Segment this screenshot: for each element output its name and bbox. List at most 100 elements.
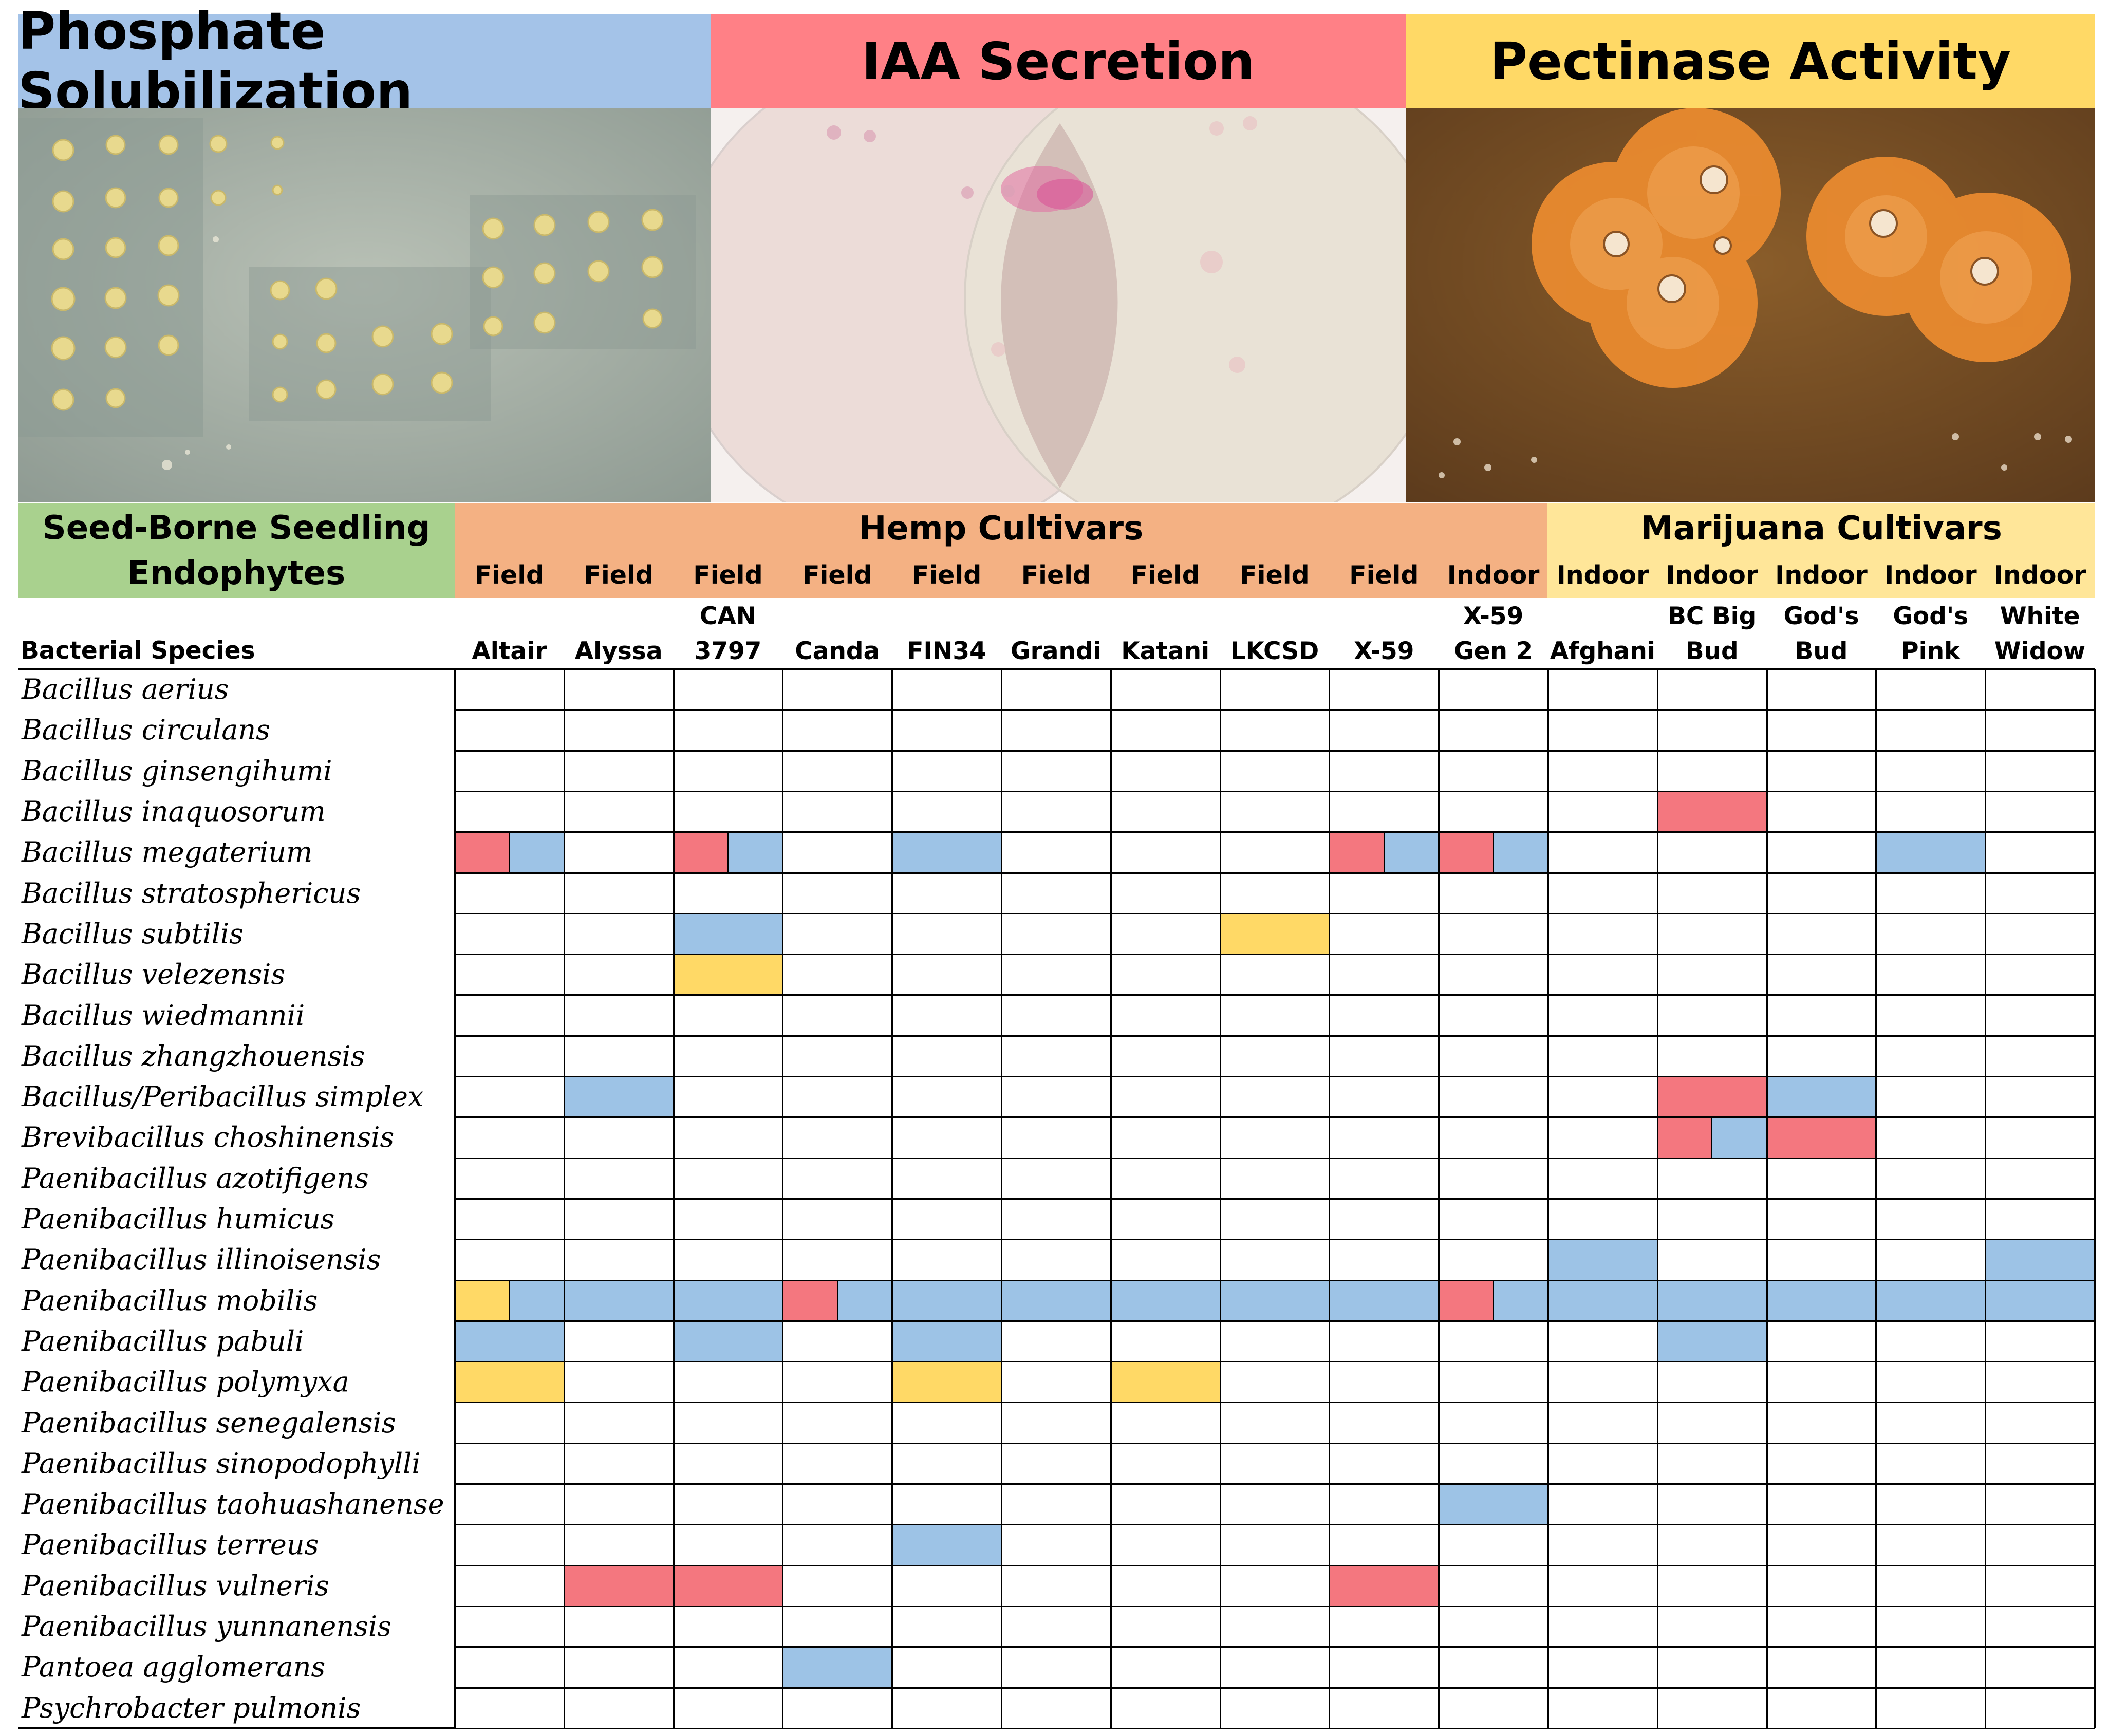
grid-horizontal-line (455, 790, 2095, 792)
species-label: Paenibacillus terreus (22, 1528, 319, 1561)
species-label: Bacillus circulans (22, 714, 270, 746)
iaa-plate-image (711, 108, 1406, 502)
activity-cell-pectinase (1220, 913, 1330, 955)
phosphate-plate-photo (18, 108, 711, 502)
grid-horizontal-line (455, 872, 2095, 874)
species-label: Bacillus subtilis (22, 917, 244, 950)
grid-horizontal-line (455, 1646, 2095, 1648)
activity-cell-phosphate (1548, 1280, 1657, 1321)
column-setting-13: Indoor (1884, 561, 1977, 590)
activity-cell-phosphate (892, 1524, 1001, 1565)
species-label: Paenibacillus taohuashanense (22, 1488, 444, 1521)
cell-split-line (1383, 832, 1385, 873)
cell-split-line (1492, 1280, 1494, 1321)
iaa-plate-photo (711, 108, 1406, 502)
species-label: Bacillus megaterium (22, 836, 313, 869)
column-setting-3: Field (802, 561, 872, 590)
activity-cell-phosphate (673, 1320, 783, 1362)
species-label: Pantoea agglomerans (22, 1651, 326, 1684)
grid-horizontal-line (455, 1361, 2095, 1363)
column-name-line1-12: God's (1783, 602, 1859, 630)
activity-cell-iaa (564, 1565, 674, 1606)
title-phosphate: Phosphate Solubilization (18, 1, 711, 121)
column-name-line1-14: White (2000, 602, 2080, 630)
grid-horizontal-line (455, 1687, 2095, 1689)
activity-cell-iaa (673, 1565, 783, 1606)
grid-horizontal-line (455, 831, 2095, 833)
column-setting-10: Indoor (1556, 561, 1649, 590)
activity-cell-phosphate (1766, 1280, 1876, 1321)
column-name-line1-2: CAN (699, 602, 757, 630)
grid-horizontal-line (455, 1605, 2095, 1607)
activity-cell-phosphate (1493, 1280, 1548, 1321)
cell-split-line (727, 832, 729, 873)
species-label: Paenibacillus vulneris (22, 1569, 329, 1602)
grid-horizontal-line (455, 1402, 2095, 1404)
species-label: Bacillus velezensis (22, 958, 286, 991)
grid-horizontal-line (455, 994, 2095, 996)
species-label: Paenibacillus yunnanensis (22, 1610, 391, 1643)
species-label: Bacillus ginsengihumi (22, 754, 332, 787)
species-label: Paenibacillus humicus (22, 1203, 335, 1236)
grid-horizontal-line (455, 1279, 2095, 1281)
grid-horizontal-line (455, 1076, 2095, 1077)
column-setting-0: Field (474, 561, 545, 590)
grid-horizontal-line (455, 709, 2095, 711)
column-name-line1-9: X-59 (1463, 602, 1524, 630)
species-label: Bacillus stratosphericus (22, 876, 361, 909)
column-name-11: Bud (1685, 637, 1739, 665)
column-name-12: Bud (1795, 637, 1848, 665)
grid-horizontal-line (455, 1727, 2095, 1729)
activity-cell-iaa (673, 832, 728, 873)
grid-horizontal-line (455, 1239, 2095, 1241)
activity-cell-pectinase (1110, 1361, 1220, 1403)
pectinase-plate-image (1406, 108, 2095, 502)
phosphate-plate-image (18, 108, 711, 502)
cell-split-line (1492, 832, 1494, 873)
species-label: Brevibacillus choshinensis (22, 1121, 395, 1154)
species-label: Paenibacillus senegalensis (22, 1406, 396, 1439)
activity-cell-phosphate (1548, 1239, 1657, 1280)
activity-cell-phosphate (673, 1280, 783, 1321)
pectinase-plate-photo (1406, 108, 2095, 502)
column-name-10: Afghani (1550, 637, 1655, 665)
activity-cell-phosphate (1657, 1320, 1767, 1362)
header-rule (18, 668, 2095, 670)
activity-cell-pectinase (892, 1361, 1001, 1403)
column-name-13: Pink (1901, 637, 1961, 665)
column-setting-2: Field (693, 561, 763, 590)
activity-cell-phosphate (728, 832, 783, 873)
endophytes-header-line2: Endophytes (127, 554, 346, 592)
activity-cell-phosphate (1329, 1280, 1439, 1321)
activity-cell-phosphate (892, 832, 1001, 873)
grid-horizontal-line (455, 750, 2095, 752)
activity-cell-phosphate (1220, 1280, 1330, 1321)
species-label: Paenibacillus illinoisensis (22, 1243, 381, 1276)
activity-cell-phosphate (509, 1280, 564, 1321)
grid-horizontal-line (455, 1198, 2095, 1200)
column-name-4: FIN34 (907, 637, 986, 665)
activity-cell-phosphate (564, 1076, 674, 1117)
column-setting-8: Field (1349, 561, 1419, 590)
row-header-label: Bacterial Species (21, 637, 255, 665)
column-setting-14: Indoor (1993, 561, 2086, 590)
column-setting-7: Field (1240, 561, 1310, 590)
activity-cell-iaa (1766, 1117, 1876, 1158)
column-name-line1-11: BC Big (1668, 602, 1757, 630)
activity-cell-phosphate (837, 1280, 892, 1321)
activity-cell-iaa (1657, 1117, 1712, 1158)
activity-cell-iaa (782, 1280, 837, 1321)
species-label: Bacillus zhangzhouensis (22, 1039, 365, 1072)
activity-cell-phosphate (1985, 1239, 2095, 1280)
grid-horizontal-line (455, 954, 2095, 956)
cell-split-line (836, 1280, 838, 1321)
hemp-cultivars-header-bg (455, 503, 1547, 598)
title-iaa: IAA Secretion (711, 14, 1406, 108)
column-setting-11: Indoor (1666, 561, 1759, 590)
activity-cell-iaa (1439, 832, 1494, 873)
activity-cell-pectinase (455, 1280, 510, 1321)
species-label: Paenibacillus mobilis (22, 1284, 318, 1317)
species-label: Paenibacillus polymyxa (22, 1366, 349, 1398)
column-setting-12: Indoor (1775, 561, 1868, 590)
column-name-3: Canda (795, 637, 880, 665)
